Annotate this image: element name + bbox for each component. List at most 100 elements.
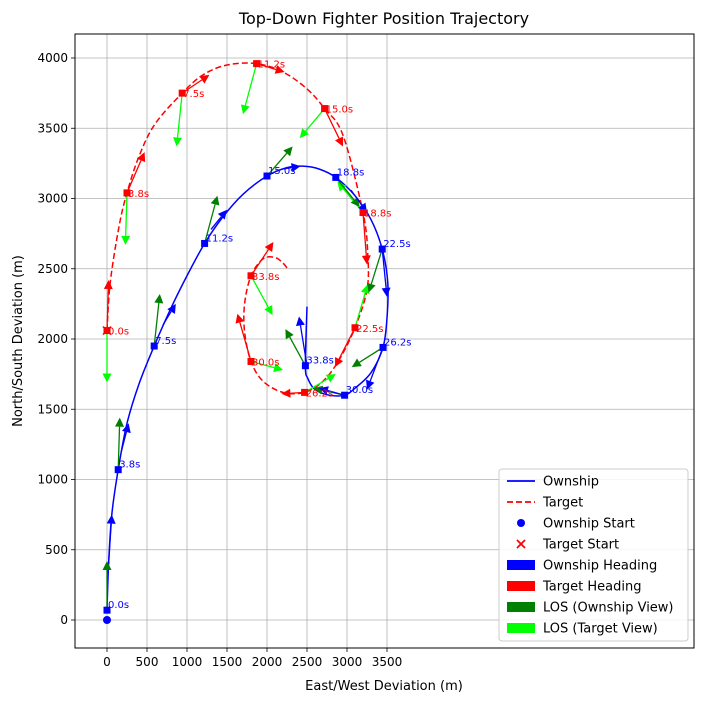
los-target-arrow-head [299, 128, 310, 139]
target-heading-arrow [324, 108, 344, 147]
x-tick-label: 2000 [252, 655, 283, 669]
ownship-heading-arrow-shaft [210, 216, 222, 230]
target-heading-arrow [235, 313, 252, 362]
los-target-arrow-shaft [354, 292, 366, 328]
target-time-label: 33.8s [252, 272, 279, 283]
target-trajectory-line [106, 62, 370, 395]
ownship-heading-arrow-head [296, 316, 305, 327]
legend-swatch-circle [517, 519, 525, 527]
ownship-marker [263, 172, 271, 180]
target-time-label: 11.2s [258, 60, 285, 71]
ownship-heading-arrow [282, 163, 301, 173]
legend-swatch-patch [507, 602, 535, 612]
ownship-time-label: 15.0s [268, 166, 295, 177]
ownship-marker [301, 362, 309, 370]
target-heading-arrow-shaft [239, 322, 252, 362]
los-target-arrow-head [360, 284, 370, 295]
legend-label: Ownship Start [543, 517, 635, 532]
legend-item: Ownship [507, 475, 599, 490]
los-target-arrow [250, 275, 273, 316]
ownship-heading-arrow [296, 316, 308, 366]
ownship-marker [332, 173, 340, 181]
target-time-label: 3.8s [128, 189, 149, 200]
los-ownship-arrow-head [366, 282, 376, 293]
los-ownship-arrow-head [283, 146, 293, 157]
ownship-marker [378, 245, 386, 253]
legend-label: LOS (Target View) [543, 622, 658, 637]
target-time-label: 0.0s [108, 327, 129, 338]
los-ownship-arrow [285, 329, 306, 367]
ownship-heading-arrow-head [217, 209, 227, 220]
los-ownship-arrow [115, 417, 125, 470]
ownship-heading-arrow-head [122, 423, 131, 434]
target-heading-arrow-shaft [362, 212, 367, 256]
target-heading-arrow-shaft [338, 327, 356, 360]
ownship-marker [341, 391, 349, 399]
y-tick-label: 1000 [37, 473, 68, 487]
x-tick-label: 0 [103, 655, 111, 669]
legend-label: Target [542, 496, 583, 511]
ownship-heading-arrow-head [365, 379, 375, 390]
chart-title: Top-Down Fighter Position Trajectory [238, 9, 529, 28]
ownship-time-label: 22.5s [383, 239, 410, 250]
los-target-arrow [250, 360, 283, 372]
los-target-arrow-head [102, 373, 112, 383]
legend-label: Ownship [543, 475, 599, 490]
los-ownship-arrow-shaft [266, 152, 288, 177]
los-target-arrow-shaft [250, 360, 275, 369]
legend-item: Target Heading [507, 580, 641, 595]
los-target-arrow-head [173, 137, 183, 147]
ownship-heading-arrow [106, 514, 116, 564]
target-heading-arrow-head [136, 152, 146, 163]
target-start-cross-b [102, 326, 112, 336]
legend-item: Target Start [516, 538, 619, 553]
target-heading-arrow-head [281, 388, 291, 398]
ownship-heading-arrow-head [167, 303, 176, 314]
target-marker [321, 105, 329, 113]
ownship-heading-arrow [365, 347, 384, 390]
los-ownship-arrow-head [102, 560, 112, 570]
los-target-arrow-head [121, 235, 131, 245]
target-heading-arrow-head [274, 65, 285, 74]
los-ownship-arrow-head [210, 195, 220, 206]
target-heading-arrow [250, 242, 274, 277]
legend-label: Target Start [542, 538, 619, 553]
legend-item: LOS (Ownship View) [507, 601, 674, 616]
ownship-marker [150, 342, 158, 350]
legend-box [498, 468, 689, 642]
target-marker [253, 60, 261, 68]
ownship-heading-arrow-shaft [299, 325, 308, 366]
ownship-heading-arrow [120, 423, 131, 452]
legend-swatch-patch [507, 623, 535, 633]
los-target-arrow-shaft [176, 93, 183, 138]
ownship-heading-arrow [162, 303, 176, 326]
legend-swatch-cross-b [516, 539, 526, 549]
ownship-marker [379, 343, 387, 351]
x-tick-label: 1500 [212, 655, 243, 669]
y-tick-label: 3000 [37, 192, 68, 206]
target-marker [247, 357, 255, 365]
target-start-marker [102, 326, 112, 336]
ownship-heading-arrow [210, 209, 227, 230]
target-heading-arrow [361, 212, 371, 265]
target-heading-arrow-head [335, 136, 344, 147]
los-ownship-arrow [153, 294, 164, 347]
legend: Ownship Target Ownship Start Target Start Ow… [498, 468, 689, 642]
axis-ticks: 0 500 1000 1500 2000 2500 3000 3500 0 500 1000 1500… [37, 51, 402, 669]
target-heading-arrow-shaft [106, 288, 109, 331]
los-ownship-arrow [366, 248, 383, 293]
x-tick-label: 1000 [172, 655, 203, 669]
los-target-arrow [121, 192, 131, 245]
los-ownship-arrow [335, 177, 360, 207]
los-ownship-arrow-head [154, 294, 164, 304]
ownship-heading-arrow-shaft [107, 523, 112, 564]
y-axis-label: North/South Deviation (m) [11, 255, 26, 427]
target-time-label: 30.0s [252, 357, 279, 368]
los-target-arrow [304, 374, 336, 393]
target-heading-arrow-head [264, 242, 274, 253]
ownship-time-label: 11.2s [206, 233, 233, 244]
x-axis-label: East/West Deviation (m) [305, 679, 463, 694]
los-target-arrow-shaft [250, 275, 269, 308]
ownship-heading-arrow-shaft [120, 431, 127, 452]
x-tick-label: 500 [136, 655, 159, 669]
